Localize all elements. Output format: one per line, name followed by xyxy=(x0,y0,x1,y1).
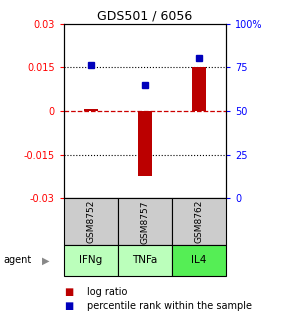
Text: TNFa: TNFa xyxy=(132,255,158,265)
Text: log ratio: log ratio xyxy=(87,287,127,297)
Text: percentile rank within the sample: percentile rank within the sample xyxy=(87,301,252,311)
Text: GSM8752: GSM8752 xyxy=(86,200,95,244)
Text: GSM8757: GSM8757 xyxy=(140,200,150,244)
Text: agent: agent xyxy=(3,255,31,265)
Bar xyxy=(84,110,98,111)
Text: GSM8762: GSM8762 xyxy=(195,200,204,244)
Bar xyxy=(192,67,206,111)
Bar xyxy=(138,111,152,176)
Title: GDS501 / 6056: GDS501 / 6056 xyxy=(97,9,193,23)
Text: IL4: IL4 xyxy=(191,255,207,265)
Text: IFNg: IFNg xyxy=(79,255,102,265)
Text: ■: ■ xyxy=(64,301,73,311)
Text: ▶: ▶ xyxy=(42,255,50,265)
Text: ■: ■ xyxy=(64,287,73,297)
